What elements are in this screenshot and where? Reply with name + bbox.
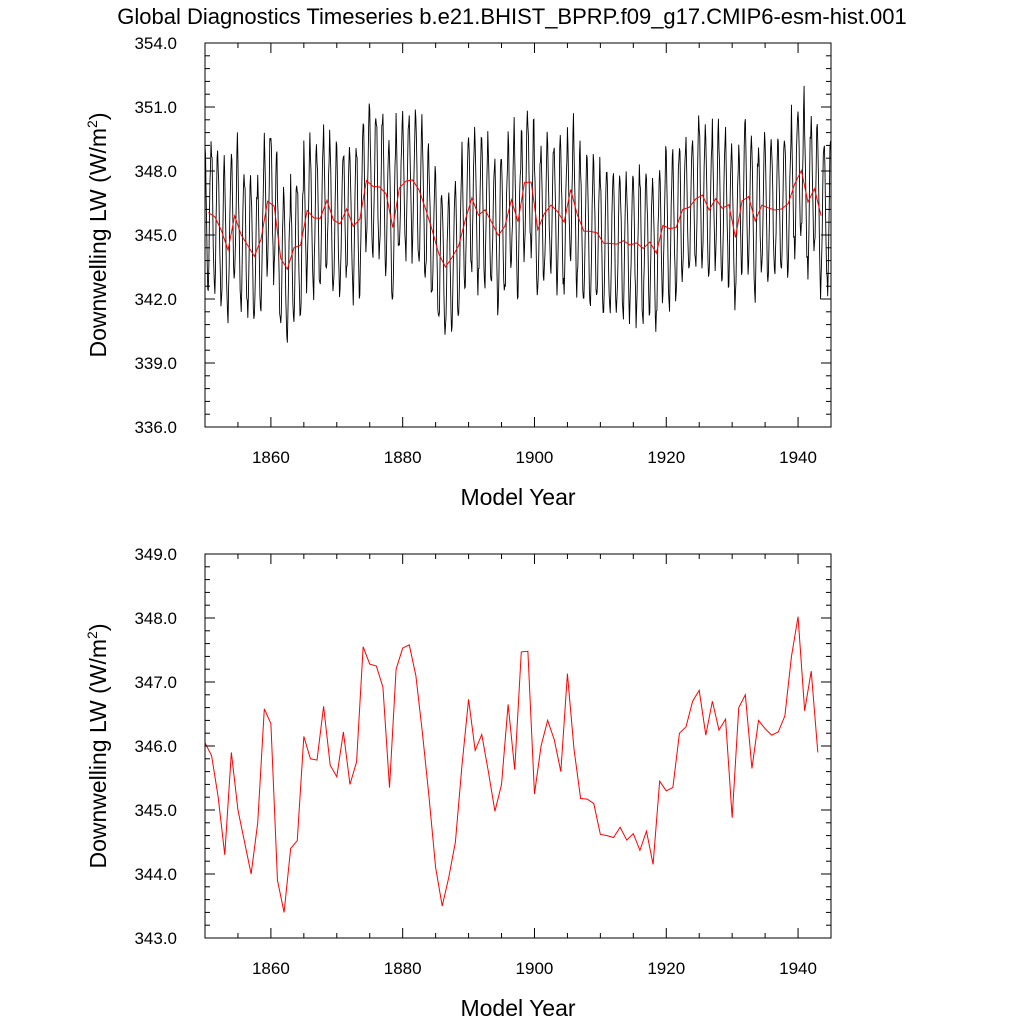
y-tick-label: 343.0 — [134, 929, 177, 948]
y-axis-label: Downwelling LW (W/m2) — [84, 112, 111, 357]
x-tick-label: 1920 — [647, 959, 685, 978]
x-tick-label: 1880 — [384, 448, 422, 467]
x-axis-label: Model Year — [460, 995, 575, 1021]
x-tick-label: 1900 — [516, 448, 554, 467]
annual-mean-series-line — [205, 616, 819, 913]
x-tick-label: 1940 — [779, 448, 817, 467]
y-tick-label: 345.0 — [134, 226, 177, 245]
x-tick-label: 1860 — [252, 959, 290, 978]
top-panel: 1860 1880 1900 1920 1940 336.0 339.0 342.0 345.0… — [84, 34, 832, 510]
y-tick-label: 339.0 — [134, 354, 177, 373]
y-tick-label: 348.0 — [134, 609, 177, 628]
x-tick-label: 1920 — [647, 448, 685, 467]
y-axis-label: Downwelling LW (W/m2) — [84, 623, 111, 868]
plot-frame — [204, 553, 832, 939]
x-tick-label: 1900 — [516, 959, 554, 978]
x-tick-label: 1880 — [384, 959, 422, 978]
y-tick-label: 354.0 — [134, 34, 177, 53]
y-tick-label: 342.0 — [134, 290, 177, 309]
x-axis-label: Model Year — [460, 484, 575, 510]
monthly-series-line — [205, 85, 831, 343]
figure-title: Global Diagnostics Timeseries b.e21.BHIS… — [117, 4, 907, 29]
y-tick-label: 344.0 — [134, 865, 177, 884]
y-tick-label: 349.0 — [134, 545, 177, 564]
y-tick-label: 348.0 — [134, 162, 177, 181]
y-tick-label: 347.0 — [134, 673, 177, 692]
x-tick-label: 1940 — [779, 959, 817, 978]
y-tick-label: 346.0 — [134, 737, 177, 756]
bottom-panel: 1860 1880 1900 1920 1940 343.0 344.0 345.0 346.0… — [84, 545, 832, 1021]
x-tick-label: 1860 — [252, 448, 290, 467]
y-tick-label: 336.0 — [134, 418, 177, 437]
y-tick-label: 345.0 — [134, 801, 177, 820]
y-tick-label: 351.0 — [134, 98, 177, 117]
annual-mean-series-line — [208, 169, 822, 271]
